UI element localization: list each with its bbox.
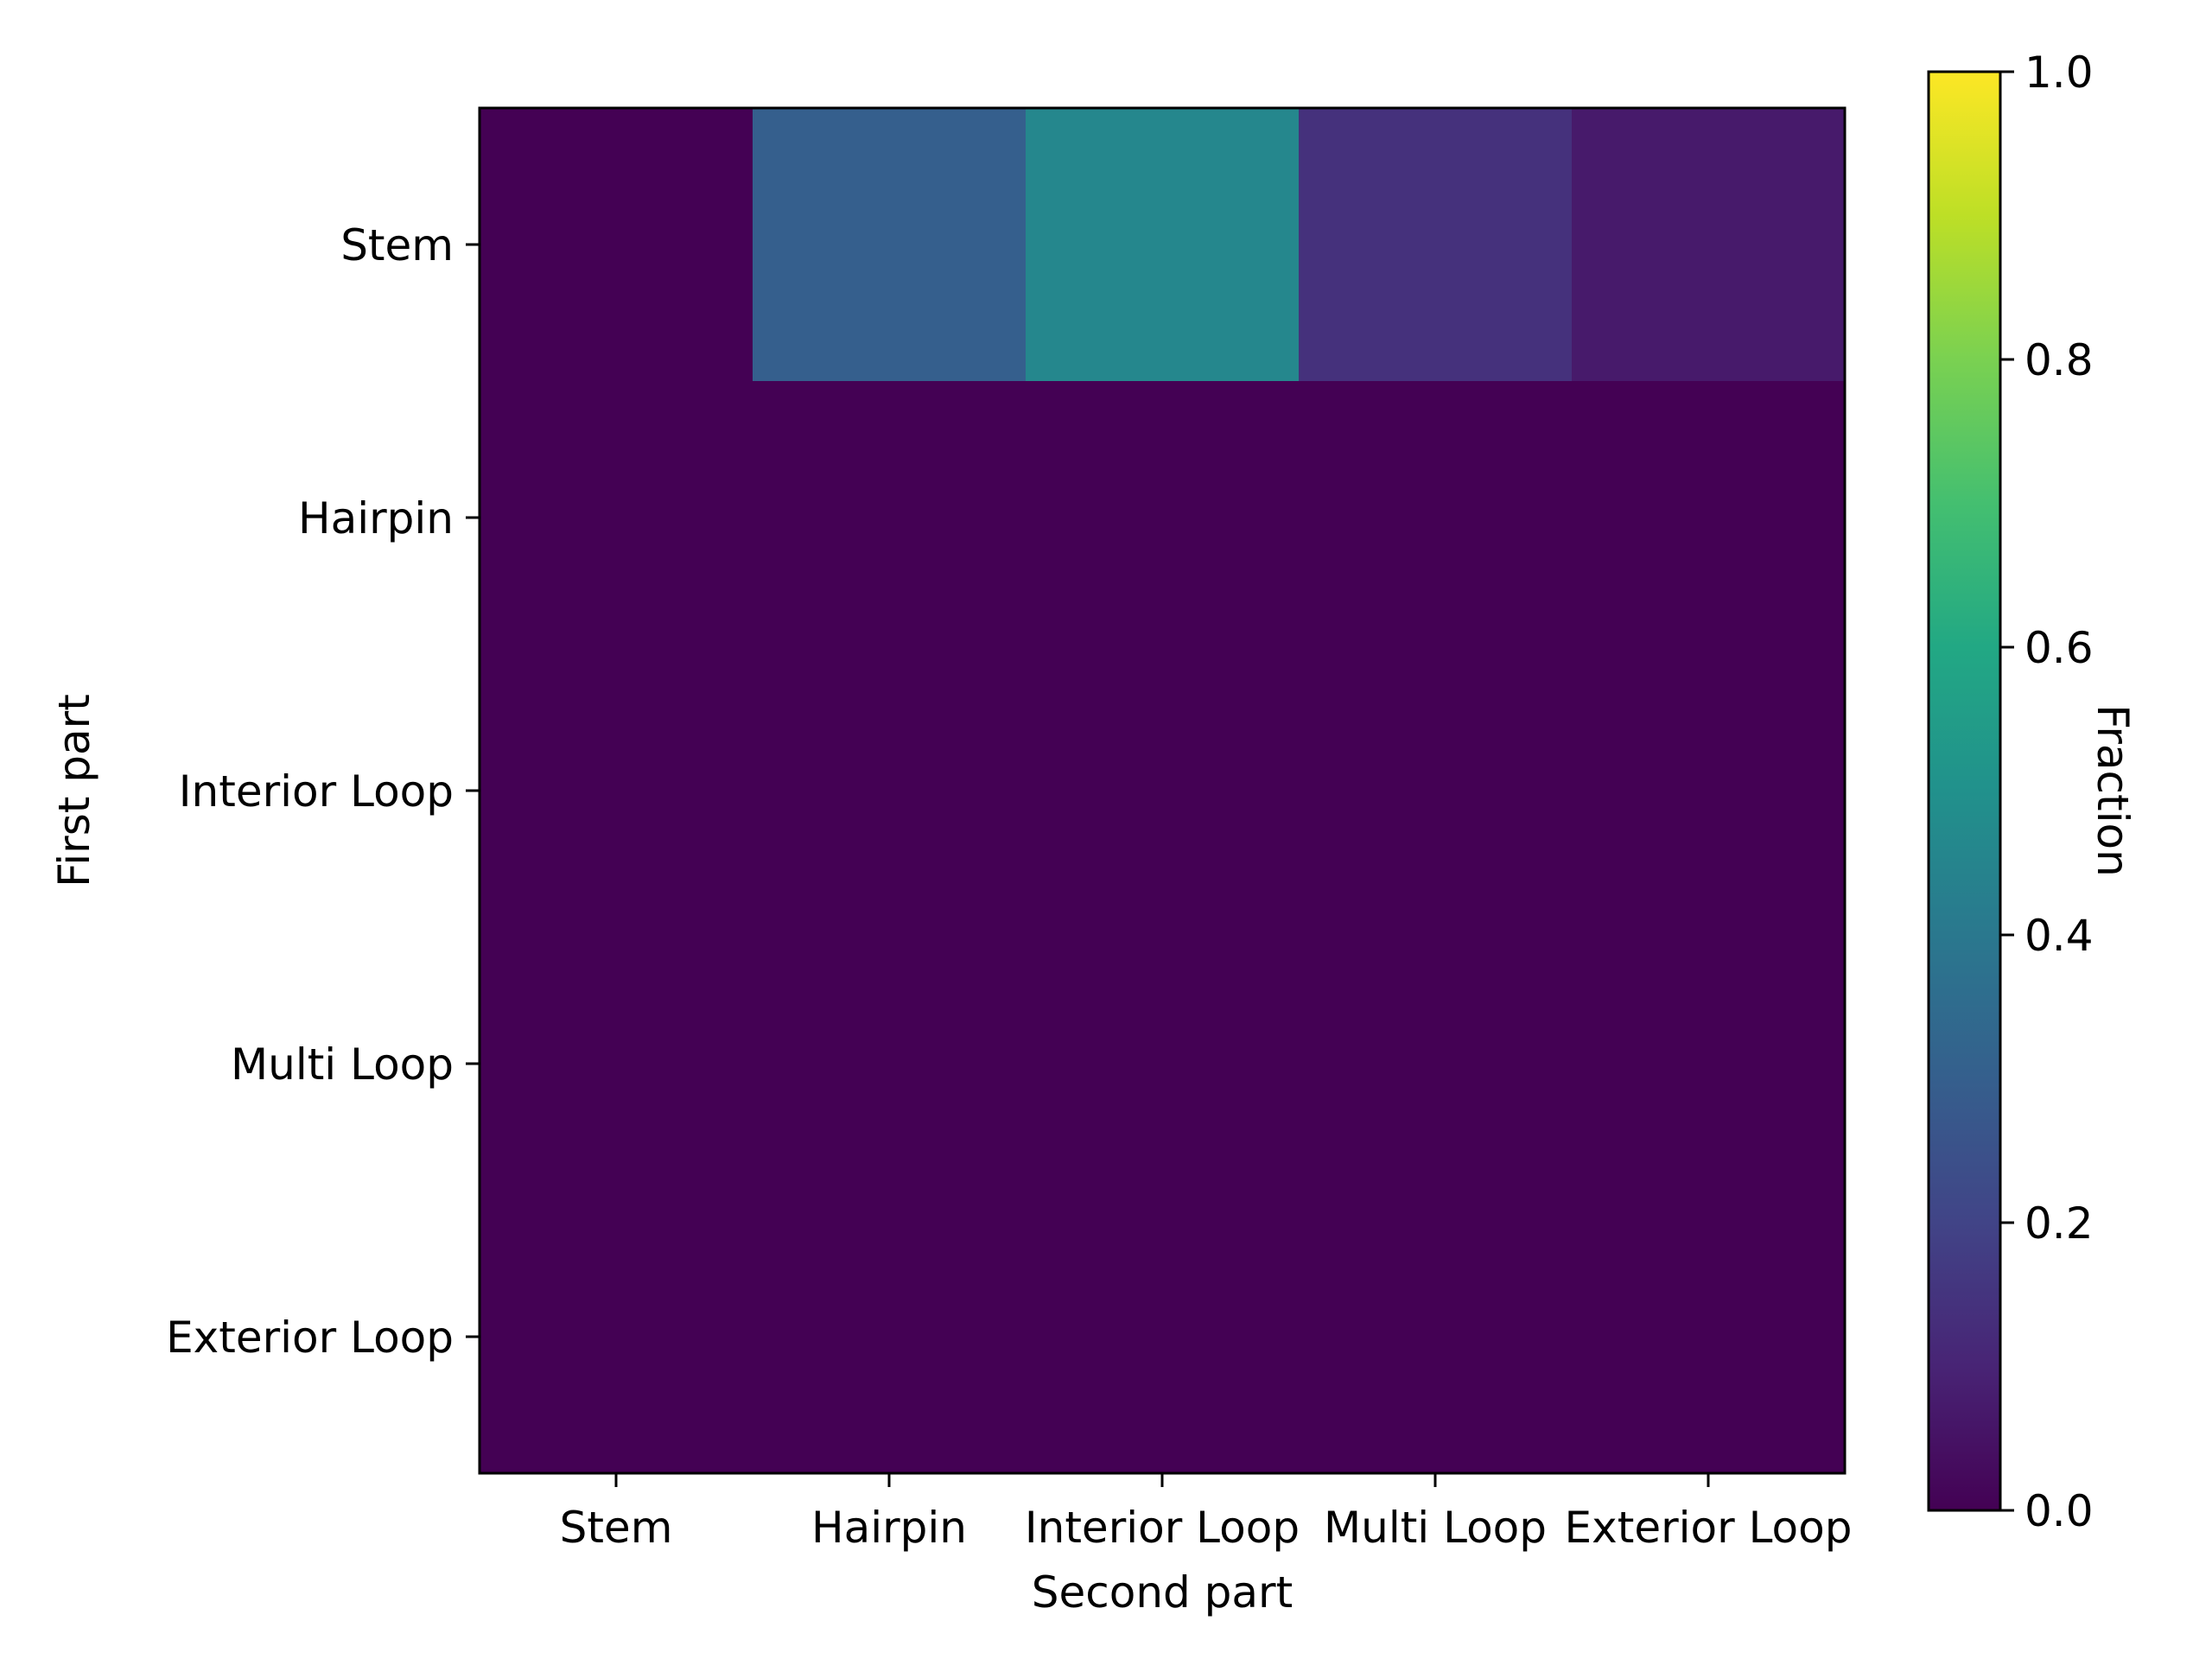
colorbar-tick-label: 0.0	[2024, 1486, 2094, 1536]
heatmap-cells	[480, 108, 1846, 1474]
y-axis: Stem Hairpin Interior Loop Multi Loop Exteri…	[166, 220, 480, 1363]
heatmap-cell	[1572, 927, 1846, 1201]
heatmap-cell	[1299, 927, 1573, 1201]
heatmap-cell	[753, 1200, 1027, 1474]
colorbar-tick-label: 0.6	[2024, 623, 2094, 673]
heatmap-cell	[480, 654, 753, 928]
heatmap-cell	[753, 654, 1027, 928]
y-tick-label: Hairpin	[298, 493, 454, 543]
x-tick-label: Stem	[560, 1503, 673, 1553]
x-tick-label: Hairpin	[811, 1503, 967, 1553]
colorbar	[1927, 70, 2002, 1512]
y-tick-label: Multi Loop	[231, 1039, 454, 1090]
y-axis-label: First part	[49, 694, 99, 887]
x-tick-label: Interior Loop	[1025, 1503, 1300, 1553]
y-tick-label: Stem	[340, 220, 454, 270]
heatmap-cell	[1572, 381, 1846, 655]
heatmap-cell	[1572, 1200, 1846, 1474]
colorbar-tick-label: 0.8	[2024, 335, 2094, 385]
colorbar-tick-label: 1.0	[2024, 48, 2094, 98]
heatmap-cell	[1026, 381, 1300, 655]
heatmap-cell	[1026, 654, 1300, 928]
heatmap-cell	[753, 927, 1027, 1201]
heatmap-cell	[753, 381, 1027, 655]
heatmap-cell	[1026, 927, 1300, 1201]
x-axis-label: Second part	[1032, 1567, 1293, 1618]
x-axis: Stem Hairpin Interior Loop Multi Loop Exteri…	[560, 1473, 1853, 1553]
heatmap-cell	[1299, 108, 1573, 382]
colorbar-tick-label: 0.4	[2024, 911, 2094, 961]
heatmap-cell	[480, 927, 753, 1201]
heatmap-cell	[1299, 381, 1573, 655]
heatmap-cell	[1299, 1200, 1573, 1474]
y-tick-label: Exterior Loop	[166, 1313, 454, 1363]
colorbar-axis: 0.0 0.2 0.4 0.6 0.8 1.0	[2000, 48, 2094, 1536]
heatmap-cell	[1026, 1200, 1300, 1474]
heatmap-cell	[480, 1200, 753, 1474]
heatmap-cell	[1026, 108, 1300, 382]
heatmap-cell	[753, 108, 1027, 382]
x-tick-label: Exterior Loop	[1565, 1503, 1853, 1553]
heatmap-cell	[1572, 108, 1846, 382]
y-tick-label: Interior Loop	[179, 766, 454, 817]
colorbar-label: Fraction	[2088, 704, 2138, 877]
heatmap-cell	[480, 381, 753, 655]
x-tick-label: Multi Loop	[1324, 1503, 1547, 1553]
heatmap-cell	[1299, 654, 1573, 928]
heatmap-cell	[1572, 654, 1846, 928]
heatmap-cell	[480, 108, 753, 382]
colorbar-tick-label: 0.2	[2024, 1198, 2094, 1249]
